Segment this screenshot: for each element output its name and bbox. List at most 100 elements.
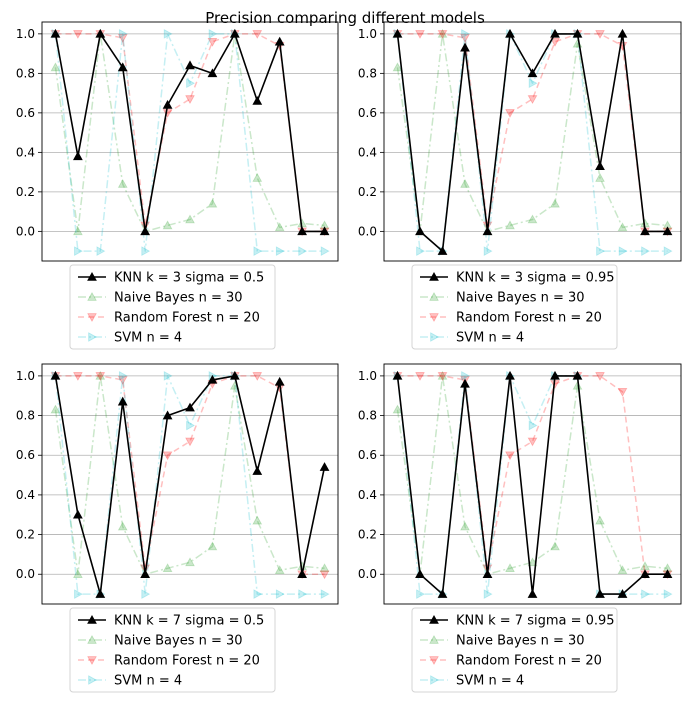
data-point-naive-bayes: [72, 226, 83, 236]
data-point-random-forest: [505, 451, 515, 461]
series-line-svm: [54, 33, 325, 252]
y-tick-label: 0.0: [358, 224, 377, 238]
axes-frame: [41, 21, 339, 262]
data-point-random-forest: [527, 437, 538, 447]
data-point-random-forest: [415, 30, 425, 39]
data-point-knn: [162, 410, 173, 420]
data-point-naive-bayes: [437, 28, 448, 38]
data-point-svm: [253, 246, 263, 257]
y-tick-label: 0.8: [358, 409, 377, 423]
data-point-knn: [572, 28, 583, 38]
data-point-knn: [95, 28, 106, 38]
data-point-knn: [482, 226, 493, 236]
data-point-naive-bayes: [117, 521, 128, 531]
data-point-knn: [229, 28, 240, 38]
data-point-knn: [640, 226, 650, 236]
legend-marker-svm: [430, 332, 440, 342]
legend-label: Random Forest n = 20: [456, 311, 602, 326]
legend-marker-svm: [430, 675, 440, 685]
legend-label: SVM n = 4: [456, 674, 524, 689]
data-point-naive-bayes: [527, 557, 538, 567]
data-point-svm: [618, 246, 628, 257]
legend-marker-naive-bayes: [429, 291, 439, 301]
data-point-knn: [185, 402, 195, 412]
data-point-naive-bayes: [437, 370, 448, 380]
data-point-svm: [74, 246, 83, 257]
legend-box: [411, 607, 618, 693]
data-point-svm: [275, 246, 285, 257]
y-tick-label: 0.8: [16, 409, 35, 423]
data-point-naive-bayes: [617, 565, 628, 575]
figure-title: Precision comparing different models: [205, 9, 485, 27]
data-point-random-forest: [185, 95, 195, 105]
data-point-svm: [641, 246, 651, 257]
data-point-random-forest: [527, 95, 538, 105]
data-point-knn: [505, 370, 515, 380]
data-point-svm: [641, 589, 651, 599]
data-point-knn: [460, 42, 470, 52]
data-point-svm: [74, 589, 83, 599]
legend-box: [69, 264, 276, 350]
y-tick-label: 0.0: [358, 567, 377, 581]
data-point-knn: [527, 589, 538, 598]
data-point-random-forest: [72, 372, 83, 381]
y-tick-label: 0.6: [16, 448, 35, 462]
legend-marker-knn: [429, 271, 439, 281]
y-tick-label: 0.4: [358, 145, 377, 159]
data-point-knn: [505, 28, 515, 38]
data-point-knn: [229, 370, 240, 380]
legend-label: Naive Bayes n = 30: [114, 291, 243, 306]
data-point-knn: [392, 370, 403, 380]
data-point-random-forest: [117, 34, 128, 43]
legend: KNN k = 3 sigma = 0.95 Naive Bayes n = 30…: [411, 264, 618, 350]
data-point-random-forest: [437, 372, 448, 381]
data-point-random-forest: [185, 437, 195, 447]
data-point-naive-bayes: [595, 515, 605, 525]
series-line-random-forest: [397, 33, 668, 233]
data-point-knn: [437, 246, 448, 255]
data-point-naive-bayes: [319, 563, 330, 573]
data-point-knn: [527, 68, 538, 78]
y-tick-label: 1.0: [16, 369, 35, 383]
data-point-knn: [595, 161, 605, 170]
y-tick-label: 1.0: [358, 27, 377, 41]
data-point-naive-bayes: [117, 178, 128, 188]
data-point-knn: [617, 589, 628, 598]
y-tick-label: 0.0: [16, 224, 35, 238]
data-point-naive-bayes: [185, 214, 195, 224]
legend-marker-knn: [429, 614, 439, 624]
subplot-4: 0.0 0.2 0.4 0.6 0.8 1.0 KNN k = 7 sigma = 0.95…: [358, 363, 682, 693]
data-point-knn: [95, 589, 106, 598]
legend: KNN k = 3 sigma = 0.5 Naive Bayes n = 30 R…: [69, 264, 276, 350]
data-point-naive-bayes: [392, 404, 403, 414]
data-point-knn: [662, 226, 673, 236]
legend-label: Naive Bayes n = 30: [456, 291, 585, 306]
legend-label: Random Forest n = 20: [114, 311, 260, 326]
data-point-knn: [274, 36, 285, 46]
data-point-knn: [550, 28, 560, 38]
legend-marker-naive-bayes: [87, 291, 97, 301]
data-point-knn: [319, 226, 330, 236]
data-point-knn: [185, 60, 195, 70]
data-point-svm: [596, 246, 606, 257]
data-point-svm: [663, 246, 673, 257]
data-point-knn: [72, 151, 83, 161]
data-point-svm: [118, 28, 128, 39]
legend-marker-knn: [87, 271, 97, 281]
data-point-naive-bayes: [50, 62, 61, 72]
legend-label: Random Forest n = 20: [114, 654, 260, 669]
data-point-naive-bayes: [207, 541, 218, 551]
data-point-svm: [298, 589, 308, 599]
data-point-naive-bayes: [50, 404, 61, 414]
data-point-svm: [320, 589, 330, 599]
data-point-naive-bayes: [505, 220, 515, 230]
data-point-knn: [319, 462, 330, 471]
data-point-knn: [392, 28, 403, 38]
data-point-random-forest: [95, 372, 106, 381]
legend-label: Naive Bayes n = 30: [456, 634, 585, 649]
axes-frame: [383, 363, 682, 605]
data-point-naive-bayes: [95, 370, 106, 380]
data-point-svm: [118, 371, 128, 381]
data-point-svm: [186, 420, 196, 431]
